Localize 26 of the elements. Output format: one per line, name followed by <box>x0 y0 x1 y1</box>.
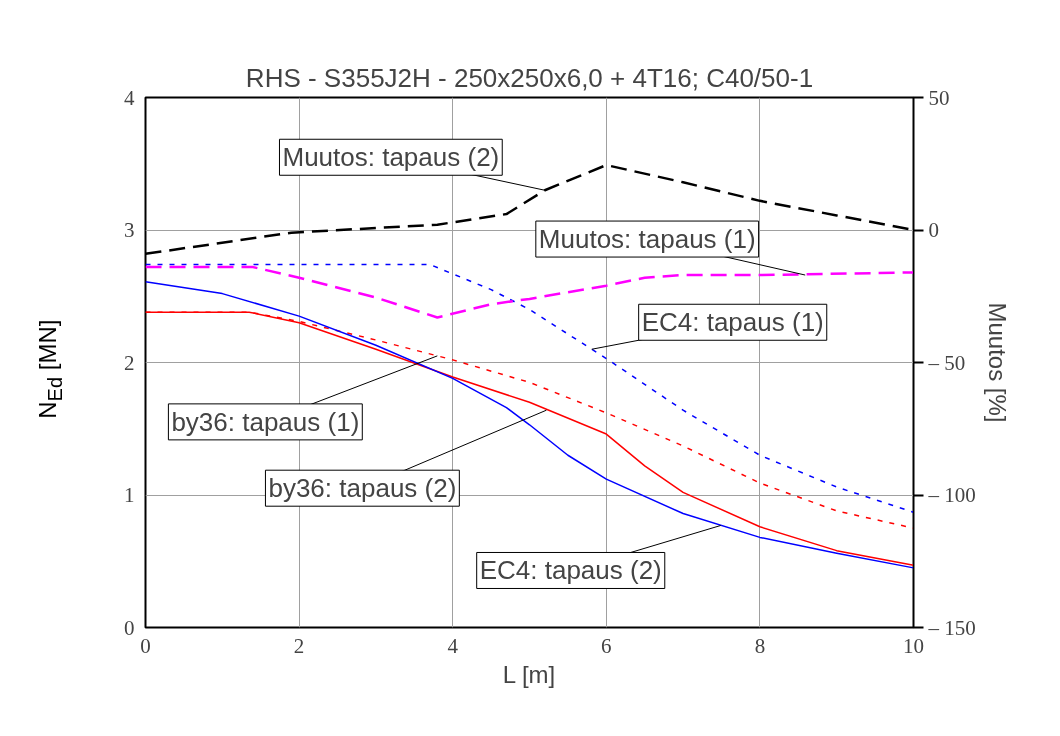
y-tick-label: 1 <box>124 483 135 507</box>
annotation: EC4: tapaus (2) <box>479 555 662 586</box>
y-tick-label: 0 <box>124 615 135 640</box>
annotation: EC4: tapaus (1) <box>641 307 824 338</box>
annotation: Muutos: tapaus (2) <box>282 142 500 173</box>
annotation: by36: tapaus (1) <box>171 406 360 437</box>
y2-axis-title: Muutos [%] <box>983 302 1011 423</box>
annotation: Muutos: tapaus (1) <box>538 224 756 255</box>
y-tick-label: 4 <box>124 85 135 110</box>
y2-tick-label: – 150 <box>927 615 976 640</box>
x-tick-label: 4 <box>447 633 459 658</box>
x-tick-label: 10 <box>903 633 924 658</box>
x-tick-label: 0 <box>140 633 151 658</box>
line-series <box>145 263 914 513</box>
y-tick-label: 2 <box>124 350 135 375</box>
x-tick-label: 2 <box>293 633 305 658</box>
y2-tick-label: – 100 <box>927 483 976 507</box>
x-axis-title: L [m] <box>502 660 556 688</box>
x-tick-label: 8 <box>754 633 766 658</box>
y2-tick-label: 0 <box>928 218 939 242</box>
y2-tick-label: 50 <box>928 85 950 110</box>
annotation: by36: tapaus (2) <box>268 473 457 504</box>
y2-tick-label: – 50 <box>927 350 966 375</box>
y-tick-label: 3 <box>124 218 135 242</box>
chart-title: RHS - S355J2H - 250x250x6,0 + 4T16; C40/50-1 <box>245 62 814 93</box>
x-tick-label: 6 <box>601 633 612 658</box>
